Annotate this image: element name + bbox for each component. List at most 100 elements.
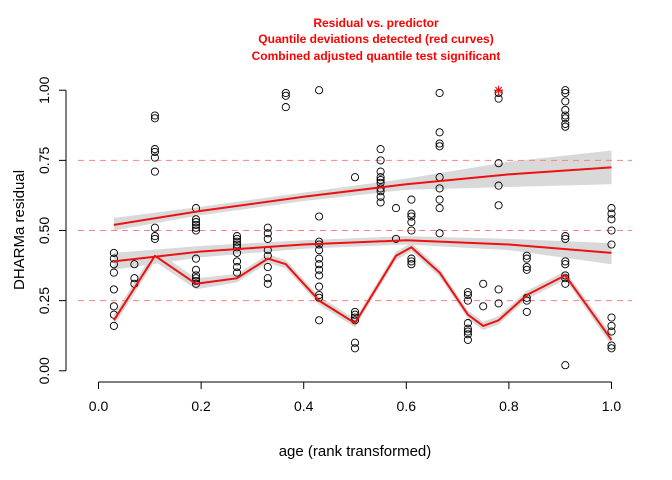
residual-point [281, 88, 290, 98]
residual-point [561, 257, 570, 266]
y-tick-label: 0.00 [36, 357, 52, 384]
residual-point [607, 341, 616, 350]
residual-point [315, 212, 324, 221]
residual-point [522, 307, 531, 316]
reference-lines [78, 159, 632, 302]
axes: 0.0 0.2 0.4 0.6 0.8 1.0 0.00 0.25 0.50 0.75 1.00 [36, 76, 621, 414]
residual-point [130, 260, 139, 269]
x-axis-label: age (rank transformed) [279, 443, 432, 460]
residual-point [109, 321, 118, 330]
title-line-2: Quantile deviations detected (red curves… [258, 32, 493, 46]
residual-point [607, 240, 616, 249]
title-line-1: Residual vs. predictor [313, 16, 439, 30]
residual-point [263, 262, 272, 272]
residual-point [232, 262, 242, 272]
residual-point [407, 254, 416, 263]
quantile-curves [113, 166, 613, 341]
residual-point [435, 139, 444, 148]
residual-point [561, 122, 570, 131]
residual-point [150, 232, 159, 241]
residual-point [315, 260, 324, 269]
residual-point [315, 237, 324, 246]
residual-point [522, 251, 531, 260]
residual-point [376, 145, 385, 154]
residual-point [494, 285, 503, 294]
residual-point [130, 274, 139, 283]
residual-point [435, 142, 444, 151]
residual-point [607, 226, 616, 235]
residual-point [109, 302, 118, 311]
residual-point [607, 313, 616, 322]
residual-point [150, 234, 159, 243]
residual-point [522, 296, 531, 305]
residual-point [561, 260, 570, 269]
y-tick-label: 0.50 [36, 217, 52, 244]
residual-point [463, 319, 472, 328]
residual-point [435, 229, 444, 238]
residual-point [109, 254, 118, 263]
residual-point [463, 327, 472, 336]
residual-point [191, 215, 201, 224]
residual-point [263, 229, 272, 238]
residual-point [391, 234, 401, 243]
residual-points [109, 85, 616, 370]
residual-point [315, 271, 324, 280]
residual-point [607, 209, 616, 218]
residual-point [607, 215, 616, 224]
residual-point [561, 234, 570, 243]
residual-point [315, 316, 324, 325]
residual-point [350, 338, 360, 347]
residual-point [315, 246, 324, 255]
residual-point [479, 279, 488, 288]
residual-point [463, 288, 472, 297]
residual-point [376, 156, 385, 165]
residual-point [607, 327, 616, 336]
residual-point [463, 335, 472, 344]
residual-point [494, 201, 503, 210]
residual-point [607, 321, 616, 330]
residual-point [315, 290, 324, 300]
x-tick-label: 0.0 [89, 398, 109, 414]
residual-point [407, 195, 416, 204]
residual-point [407, 209, 416, 218]
residual-point [232, 268, 242, 277]
residual-point [315, 86, 324, 95]
residual-point [376, 175, 385, 185]
quantile-curve-q0.5 [113, 239, 612, 263]
residual-point [494, 181, 503, 190]
x-tick-label: 0.4 [294, 398, 314, 414]
residual-point [281, 91, 290, 100]
residual-point [522, 262, 531, 272]
y-tick-label: 0.75 [36, 147, 52, 174]
residual-point [263, 223, 272, 232]
residual-point [407, 260, 416, 269]
residual-point [232, 257, 242, 266]
x-tick-label: 0.8 [499, 398, 519, 414]
y-tick-label: 1.00 [36, 76, 52, 103]
residual-point [607, 344, 616, 353]
residual-point [561, 232, 570, 241]
residual-point [463, 290, 472, 300]
residual-point [479, 302, 488, 311]
residual-point [232, 232, 242, 241]
residual-point [315, 265, 324, 274]
residual-point [407, 212, 416, 221]
residual-point [435, 128, 444, 137]
residual-point [607, 204, 616, 213]
residual-point [191, 274, 201, 283]
residual-point [494, 159, 503, 168]
residual-point [263, 274, 272, 283]
residual-point [561, 88, 570, 98]
residual-point [561, 86, 570, 95]
residual-point [232, 243, 242, 252]
residual-point [232, 234, 242, 243]
residual-point [561, 105, 570, 114]
residual-point [315, 254, 324, 263]
residual-point [191, 218, 201, 227]
outlier-marker [494, 85, 504, 95]
residual-point [522, 265, 531, 274]
quantile-confidence-bands [113, 150, 612, 346]
residual-point [561, 361, 570, 370]
y-axis-label: DHARMa residual [11, 170, 28, 290]
